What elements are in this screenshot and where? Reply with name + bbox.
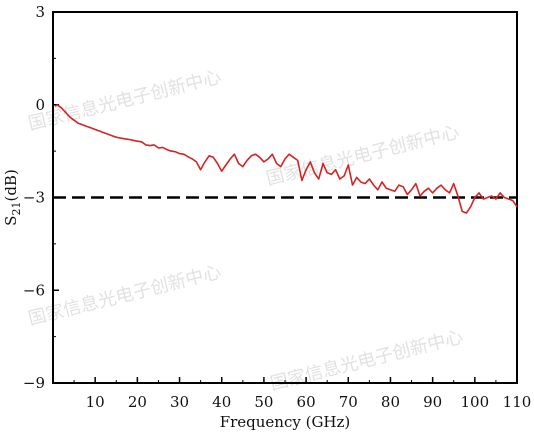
x-tick-label: 20 xyxy=(128,393,147,411)
watermark-text: 国家信息光电子创新中心 xyxy=(268,327,465,395)
y-axis: 3 0 −3 −6 −9 xyxy=(23,3,59,392)
y-tick-label: 3 xyxy=(35,3,45,21)
watermark-layer: 国家信息光电子创新中心 国家信息光电子创新中心 国家信息光电子创新中心 国家信息… xyxy=(26,67,465,395)
x-tick-label: 50 xyxy=(254,393,273,411)
x-tick-label: 100 xyxy=(460,393,489,411)
y-axis-title-unit: (dB) xyxy=(2,169,20,201)
x-tick-label: 40 xyxy=(212,393,231,411)
x-tick-label: 80 xyxy=(381,393,400,411)
watermark-text: 国家信息光电子创新中心 xyxy=(26,67,223,135)
x-tick-label: 10 xyxy=(86,393,105,411)
y-tick-label: −3 xyxy=(23,189,45,207)
x-tick-label: 110 xyxy=(503,393,532,411)
y-tick-label: 0 xyxy=(35,96,45,114)
y-axis-title-main: S xyxy=(2,216,20,226)
y-tick-label: −6 xyxy=(23,281,45,299)
x-tick-label: 30 xyxy=(170,393,189,411)
x-axis-title: Frequency (GHz) xyxy=(220,413,351,431)
y-tick-label: −9 xyxy=(23,374,45,392)
x-axis: 10 20 30 40 50 60 70 80 90 100 110 xyxy=(73,377,532,411)
x-tick-label: 90 xyxy=(423,393,442,411)
y-axis-title: S21(dB) xyxy=(2,169,23,226)
x-tick-label: 70 xyxy=(339,393,358,411)
watermark-text: 国家信息光电子创新中心 xyxy=(26,262,223,330)
s21-series-line xyxy=(54,104,518,214)
x-tick-label: 60 xyxy=(297,393,316,411)
watermark-text: 国家信息光电子创新中心 xyxy=(264,122,461,190)
y-axis-title-subscript: 21 xyxy=(10,202,23,216)
